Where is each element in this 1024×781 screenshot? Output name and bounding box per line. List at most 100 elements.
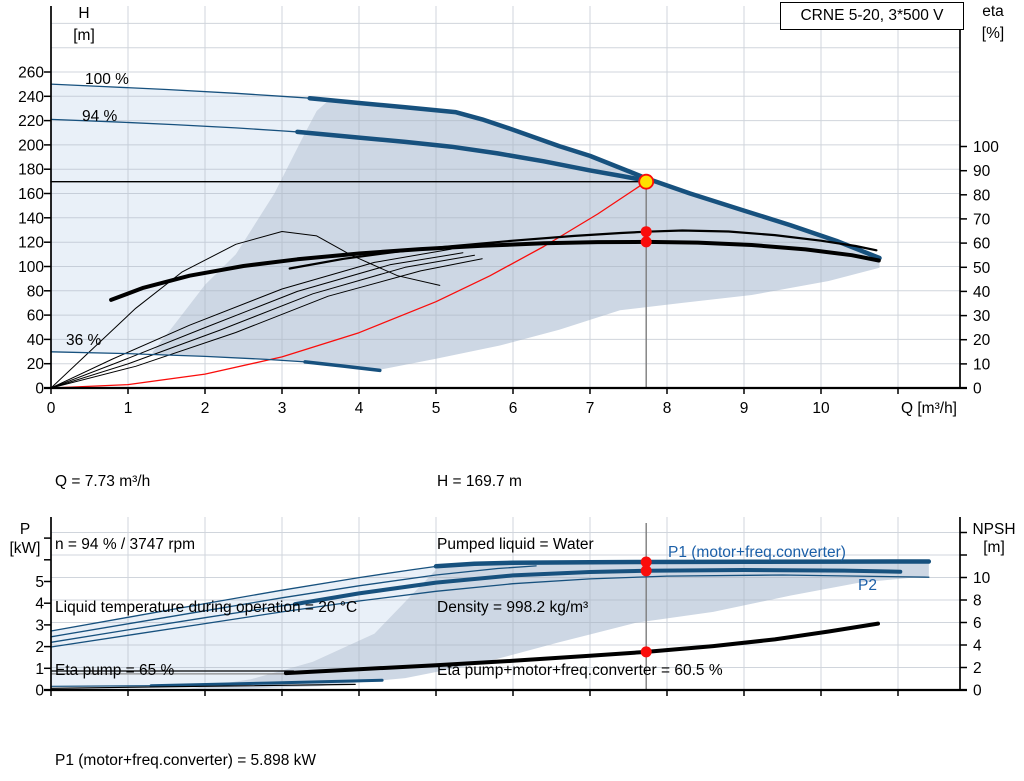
- p2-curve: [293, 568, 903, 607]
- npsh-point: [640, 646, 652, 658]
- speed-range-area: [51, 84, 330, 354]
- curve-100pct-thin: [50, 83, 314, 100]
- operating-envelope: [152, 99, 880, 371]
- svg-text:0: 0: [35, 683, 44, 700]
- info-head: H = 169.7 m: [437, 473, 522, 490]
- svg-text:30: 30: [973, 308, 991, 325]
- curve-36pct: [303, 360, 382, 373]
- svg-text:240: 240: [18, 89, 44, 106]
- svg-text:50: 50: [973, 260, 991, 277]
- curve-94pct-thin: [50, 118, 302, 133]
- x-axis-label: Q [m³/h]: [901, 400, 957, 417]
- qh-yright-title: eta: [982, 3, 1004, 20]
- svg-text:[m]: [m]: [983, 539, 1005, 556]
- svg-text:60: 60: [973, 236, 991, 253]
- svg-text:4: 4: [355, 400, 364, 417]
- qh-axes: 0 1 2 3 4 5 6 7 8 9 100204060801001201401601802002…: [18, 6, 999, 417]
- p1-point: [640, 556, 652, 568]
- eta-fan-2: [50, 252, 464, 389]
- duty-info-right: H = 169.7 m Pumped liquid = Water Densit…: [437, 429, 723, 723]
- svg-text:80: 80: [973, 187, 991, 204]
- svg-text:20: 20: [973, 332, 991, 349]
- p1-100pct-thin: [50, 565, 441, 632]
- svg-text:[m]: [m]: [73, 27, 95, 44]
- eta-total-curve: [109, 239, 881, 302]
- svg-text:90: 90: [973, 163, 991, 180]
- svg-text:70: 70: [973, 211, 991, 228]
- svg-text:6: 6: [973, 615, 982, 632]
- svg-text:10: 10: [812, 400, 830, 417]
- npsh-curve: [283, 621, 880, 676]
- svg-text:[%]: [%]: [982, 25, 1004, 42]
- p2-94pct-thin: [50, 574, 930, 648]
- eta-fan-4: [50, 258, 483, 389]
- info-speed: n = 94 % / 3747 rpm: [55, 536, 196, 553]
- pump-title: CRNE 5-20, 3*500 V: [800, 7, 944, 24]
- curve-36pct-thin: [50, 351, 306, 363]
- info-eta-pump: Eta pump = 65 %: [55, 662, 175, 679]
- svg-text:2: 2: [35, 639, 44, 656]
- curve-100pct: [307, 95, 882, 261]
- svg-text:160: 160: [18, 186, 44, 203]
- eta-fan-3: [50, 254, 475, 389]
- power-npsh-yright-title: NPSH: [972, 521, 1015, 538]
- svg-text:10: 10: [973, 570, 991, 587]
- p-min-thick: [149, 678, 384, 688]
- info-temperature: Liquid temperature during operation = 20…: [55, 599, 358, 616]
- svg-text:120: 120: [18, 235, 44, 252]
- svg-text:8: 8: [663, 400, 672, 417]
- info-density: Density = 998.2 kg/m³: [437, 599, 589, 616]
- p-min-base: [50, 683, 356, 689]
- svg-text:200: 200: [18, 137, 44, 154]
- p2-point: [640, 565, 652, 577]
- duty-info-left: Q = 7.73 m³/h n = 94 % / 3747 rpm Liquid…: [55, 429, 357, 723]
- power-npsh-axes: 0 1 2 3 4 5 0 2 4 6 8 10: [35, 517, 991, 700]
- p-min-thin: [50, 685, 152, 687]
- eta-pump-point: [640, 226, 652, 238]
- svg-text:0: 0: [973, 381, 982, 398]
- svg-text:2: 2: [201, 400, 210, 417]
- system-curve: [50, 181, 647, 389]
- svg-text:10: 10: [973, 356, 991, 373]
- svg-text:140: 140: [18, 210, 44, 227]
- qh-yleft-title: H: [78, 5, 89, 22]
- info-flow: Q = 7.73 m³/h: [55, 473, 151, 490]
- gridlines: [51, 517, 960, 690]
- svg-text:9: 9: [740, 400, 749, 417]
- p2-100pct-thin: [50, 602, 306, 643]
- svg-text:0: 0: [47, 400, 56, 417]
- svg-text:180: 180: [18, 162, 44, 179]
- svg-text:5: 5: [35, 574, 44, 591]
- svg-text:80: 80: [27, 283, 45, 300]
- power-npsh-chart: 0 1 2 3 4 5 0 2 4 6 8 10 P [kW] NPSH[m] P1 (motor+freq.…: [10, 517, 1016, 700]
- svg-text:100: 100: [973, 139, 999, 156]
- power-npsh-yleft-title: P: [20, 521, 30, 538]
- qh-chart: 0 1 2 3 4 5 6 7 8 9 100204060801001201401601802002…: [18, 3, 1004, 417]
- svg-text:3: 3: [278, 400, 287, 417]
- info-p1: P1 (motor+freq.converter) = 5.898 kW: [55, 752, 317, 769]
- svg-text:0: 0: [35, 381, 44, 398]
- p1-94pct-thin: [50, 565, 537, 638]
- pump-title-box: CRNE 5-20, 3*500 V: [780, 2, 964, 30]
- svg-text:40: 40: [27, 332, 45, 349]
- lbl-p2: P2: [858, 577, 877, 594]
- svg-text:8: 8: [973, 593, 982, 610]
- svg-text:5: 5: [432, 400, 441, 417]
- svg-text:0: 0: [973, 683, 982, 700]
- lbl-36: 36 %: [66, 332, 102, 349]
- svg-text:4: 4: [973, 638, 982, 655]
- svg-text:3: 3: [35, 617, 44, 634]
- svg-text:60: 60: [27, 308, 45, 325]
- svg-text:40: 40: [973, 284, 991, 301]
- info-eta-total: Eta pump+motor+freq.converter = 60.5 %: [437, 662, 723, 679]
- svg-text:260: 260: [18, 65, 44, 82]
- power-range-left: [51, 569, 436, 689]
- duty-point[interactable]: [638, 173, 655, 190]
- svg-text:220: 220: [18, 113, 44, 130]
- power-info: P1 (motor+freq.converter) = 5.898 kW P2 …: [55, 708, 316, 781]
- lbl-94: 94 %: [82, 108, 118, 125]
- info-liquid: Pumped liquid = Water: [437, 536, 594, 553]
- eta-fan-1: [50, 248, 452, 389]
